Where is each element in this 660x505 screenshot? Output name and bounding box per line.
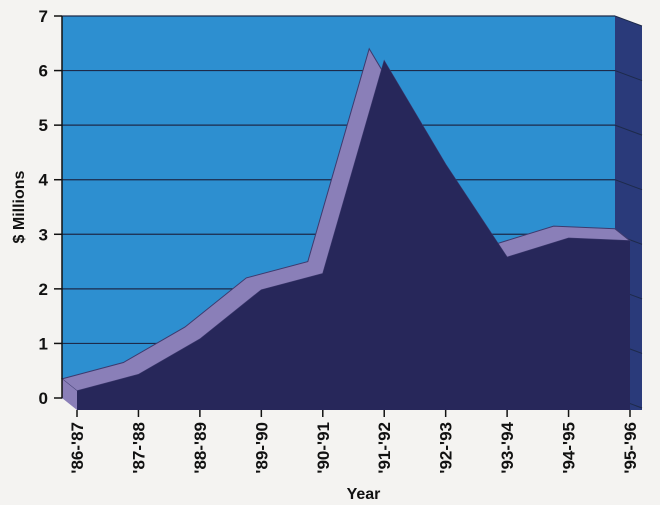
y-tick-label: 4 (39, 171, 49, 190)
y-tick-label: 1 (39, 334, 48, 353)
x-tick-label: '86-'87 (68, 422, 87, 474)
y-tick-label: 0 (39, 389, 48, 408)
y-tick-label: 2 (39, 280, 48, 299)
y-axis-ticks: 0 1 2 3 4 5 6 7 (39, 7, 62, 408)
x-tick-label: '94-'95 (560, 422, 579, 474)
x-tick-label: '88-'89 (191, 422, 210, 474)
x-axis-title: Year (347, 486, 381, 503)
y-axis-title: $ Millions (11, 170, 28, 243)
area-series-end-face (62, 378, 77, 410)
grid-line (614, 124, 643, 136)
x-tick-label: '90-'91 (314, 422, 333, 474)
grid-line (614, 15, 643, 27)
y-tick-label: 6 (39, 62, 48, 81)
y-tick-label: 7 (39, 7, 48, 26)
x-tick-label: '91-'92 (375, 422, 394, 474)
y-tick-label: 3 (39, 225, 48, 244)
y-tick-label: 5 (39, 116, 48, 135)
x-tick-label: '89-'90 (252, 422, 271, 474)
x-tick-label: '93-'94 (498, 421, 517, 473)
area-series-front-face (77, 60, 630, 410)
grid-line (614, 179, 643, 191)
x-tick-label: '92-'93 (437, 422, 456, 474)
x-tick-label: '95-'96 (621, 422, 640, 474)
grid-line (614, 70, 643, 82)
x-axis-ticks: '86-'87 '87-'88 '88-'89 '89-'90 '90-'91 '91-'… (68, 410, 640, 474)
x-tick-label: '87-'88 (129, 422, 148, 474)
